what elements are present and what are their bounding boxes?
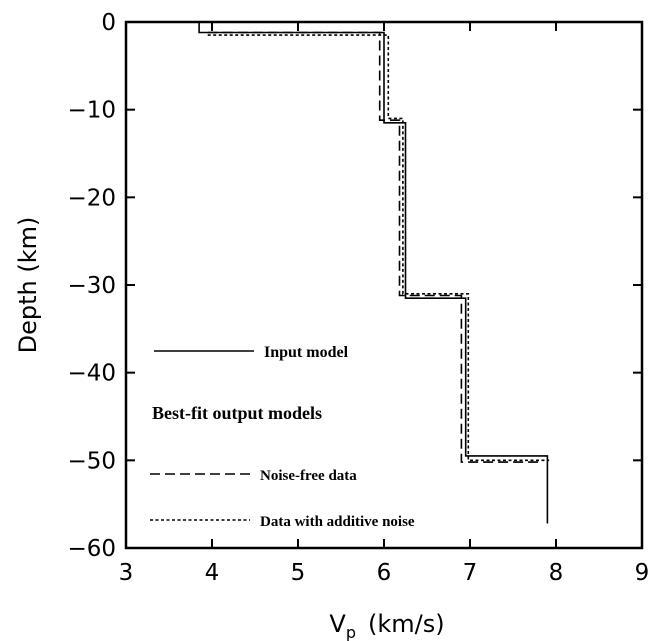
axis-ticks: 3 4 5 6 7 8 9 0 −10 −20 −30 −40 −50 −60 — [67, 10, 649, 586]
x-axis-label-units: (km/s) — [368, 610, 445, 638]
y-tick-label: 0 — [101, 10, 116, 36]
x-axis-label-main: V — [329, 610, 346, 638]
y-tick-label: −30 — [67, 273, 116, 299]
y-axis-label: Depth (km) — [14, 217, 42, 354]
x-tick-label: 6 — [377, 560, 392, 586]
x-axis-label: Vp (km/s) — [329, 610, 444, 641]
y-tick-label: −10 — [67, 98, 116, 124]
x-tick-label: 5 — [291, 560, 306, 586]
x-axis-label-sub: p — [346, 623, 356, 641]
series-layer — [198, 22, 550, 524]
legend-label-noisy: Data with additive noise — [260, 514, 415, 530]
series-line-solid — [198, 22, 549, 524]
legend-heading: Best-fit output models — [152, 403, 322, 423]
series-line-dotted — [207, 34, 550, 462]
x-tick-label: 9 — [635, 560, 650, 586]
series-line-dashed — [207, 31, 544, 463]
y-tick-label: −50 — [67, 448, 116, 474]
legend-label-input: Input model — [264, 344, 349, 361]
x-tick-label: 8 — [549, 560, 564, 586]
y-tick-label: −40 — [67, 361, 116, 387]
y-tick-label: −20 — [67, 185, 116, 211]
x-tick-label: 3 — [119, 560, 134, 586]
legend-label-noise-free: Noise-free data — [260, 468, 357, 484]
x-tick-label: 7 — [463, 560, 478, 586]
x-tick-label: 4 — [205, 560, 220, 586]
y-tick-label: −60 — [67, 536, 116, 562]
